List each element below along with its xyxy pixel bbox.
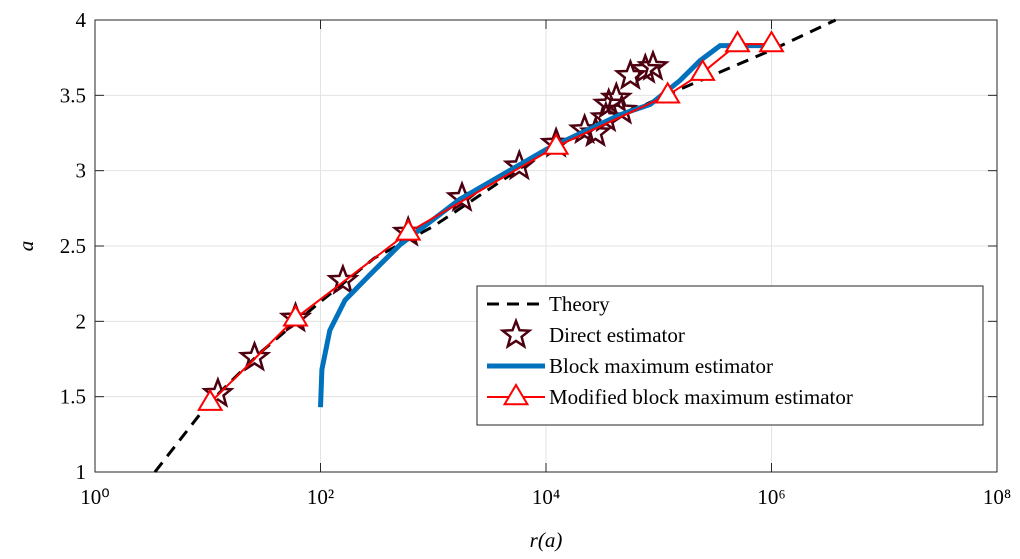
triangle-marker (542, 132, 570, 155)
x-tick-label: 10⁶ (757, 485, 785, 509)
plot-frame (94, 19, 998, 473)
triangle-marker (758, 30, 785, 53)
triangle-marker (196, 388, 224, 411)
legend-label: Modified block maximum estimator (549, 385, 853, 409)
x-axis-label: r(a) (530, 528, 563, 552)
star-marker (599, 80, 633, 113)
legend-box (476, 285, 984, 426)
y-tick-label: 4 (76, 8, 87, 32)
star-marker (636, 49, 670, 81)
y-tick-label: 3 (76, 159, 87, 183)
x-tick-label: 10² (307, 485, 334, 509)
series-line (318, 43, 772, 408)
star-marker (201, 376, 235, 408)
triangle-marker (395, 218, 422, 241)
x-tick-label: 10⁸ (983, 485, 1011, 509)
legend-label: Block maximum estimator (549, 354, 773, 378)
y-axis-label: a (14, 241, 38, 252)
y-tick-label: 1 (76, 460, 87, 484)
triangle-marker (654, 81, 681, 104)
y-tick-label: 1.5 (60, 385, 86, 409)
star-marker (326, 263, 360, 295)
legend: Theory Direct estimator Block maximum esti… (476, 285, 984, 426)
triangle-marker (282, 304, 309, 327)
triangle-marker (724, 30, 751, 53)
triangle-marker (689, 58, 716, 81)
y-tick-label: 2.5 (60, 234, 86, 258)
y-tick-label: 2 (76, 309, 87, 333)
legend-label: Theory (549, 292, 610, 316)
star-marker (237, 339, 272, 372)
star-marker (499, 317, 533, 350)
x-tick-label: 10⁰ (80, 485, 109, 509)
x-tick-label: 10⁴ (532, 485, 560, 509)
legend-label: Direct estimator (549, 323, 685, 347)
triangle-marker (502, 383, 530, 406)
y-tick-label: 3.5 (60, 83, 86, 107)
